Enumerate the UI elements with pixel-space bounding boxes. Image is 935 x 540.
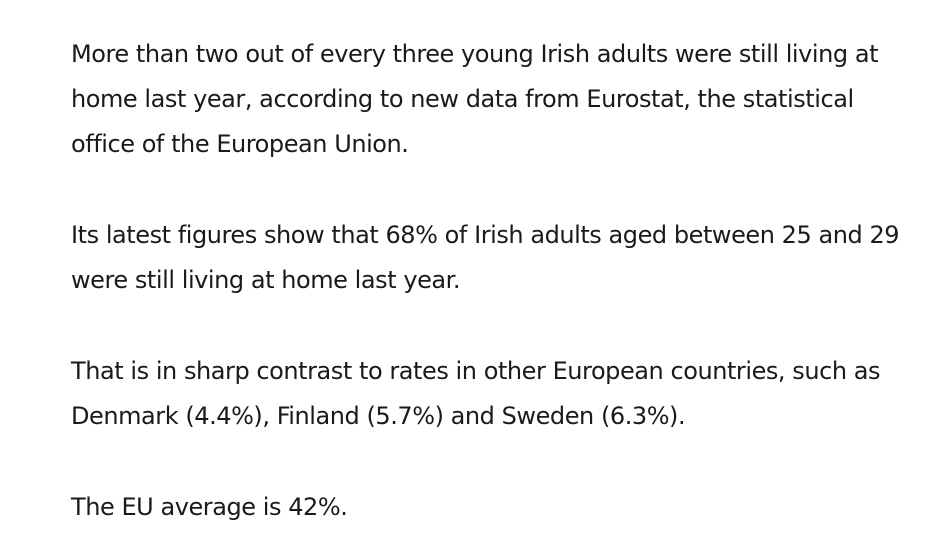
article-body: More than two out of every three young I… [71, 32, 921, 530]
article-paragraph-eu-average: The EU average is 42%. [71, 493, 348, 521]
article-paragraph-latest-figures: Its latest figures show that 68% of Iris… [71, 221, 900, 294]
article-paragraph-intro: More than two out of every three young I… [71, 40, 879, 158]
article-paragraph-comparison: That is in sharp contrast to rates in ot… [71, 357, 881, 430]
